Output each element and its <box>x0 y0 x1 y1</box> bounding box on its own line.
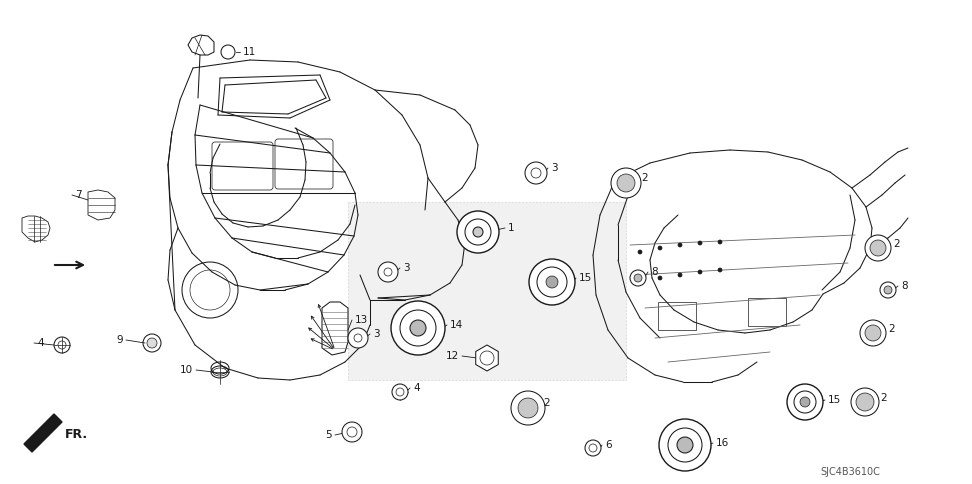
Circle shape <box>851 388 879 416</box>
Text: 12: 12 <box>446 351 459 361</box>
Circle shape <box>860 320 886 346</box>
FancyBboxPatch shape <box>212 142 273 190</box>
Circle shape <box>400 310 436 346</box>
Circle shape <box>457 211 499 253</box>
Text: 13: 13 <box>355 315 368 325</box>
Circle shape <box>525 162 547 184</box>
Circle shape <box>391 301 445 355</box>
Circle shape <box>537 267 567 297</box>
Text: 5: 5 <box>326 430 332 440</box>
Circle shape <box>529 259 575 305</box>
Text: 4: 4 <box>413 383 420 393</box>
Text: 2: 2 <box>880 393 886 403</box>
Circle shape <box>348 328 368 348</box>
Circle shape <box>465 219 491 245</box>
Circle shape <box>698 270 702 274</box>
Circle shape <box>378 262 398 282</box>
Circle shape <box>787 384 823 420</box>
Circle shape <box>884 286 892 294</box>
Circle shape <box>546 276 558 288</box>
Circle shape <box>718 240 722 244</box>
Text: 10: 10 <box>180 365 193 375</box>
Text: 16: 16 <box>716 438 729 448</box>
Text: 1: 1 <box>508 223 514 233</box>
Circle shape <box>718 268 722 272</box>
Text: 8: 8 <box>901 281 908 291</box>
Text: 2: 2 <box>641 173 647 183</box>
Circle shape <box>410 320 426 336</box>
Text: 3: 3 <box>373 329 380 339</box>
Circle shape <box>638 280 642 284</box>
Circle shape <box>531 168 541 178</box>
Text: 6: 6 <box>605 440 611 450</box>
Circle shape <box>611 168 641 198</box>
Polygon shape <box>322 302 348 355</box>
Bar <box>748 298 786 326</box>
FancyBboxPatch shape <box>275 139 333 189</box>
Circle shape <box>658 276 662 280</box>
Circle shape <box>880 282 896 298</box>
Circle shape <box>480 351 494 365</box>
Text: SJC4B3610C: SJC4B3610C <box>820 467 880 477</box>
Circle shape <box>473 227 483 237</box>
Bar <box>348 202 626 380</box>
Circle shape <box>518 398 538 418</box>
Circle shape <box>147 338 157 348</box>
Text: 15: 15 <box>579 273 592 283</box>
Text: 3: 3 <box>403 263 409 273</box>
Circle shape <box>856 393 874 411</box>
Polygon shape <box>475 345 499 371</box>
Circle shape <box>800 397 810 407</box>
Text: 3: 3 <box>551 163 558 173</box>
Circle shape <box>630 270 646 286</box>
Text: FR.: FR. <box>65 428 88 441</box>
Circle shape <box>870 240 886 256</box>
Circle shape <box>342 422 362 442</box>
Circle shape <box>392 384 408 400</box>
Text: 8: 8 <box>651 267 658 277</box>
Circle shape <box>585 440 601 456</box>
Circle shape <box>668 428 702 462</box>
Circle shape <box>698 241 702 245</box>
Text: 11: 11 <box>243 47 257 57</box>
Circle shape <box>182 262 238 318</box>
Text: 7: 7 <box>75 190 82 200</box>
Text: 2: 2 <box>543 398 549 408</box>
Circle shape <box>677 437 693 453</box>
Circle shape <box>634 274 642 282</box>
Circle shape <box>659 419 711 471</box>
Circle shape <box>794 391 816 413</box>
Text: 2: 2 <box>893 239 900 249</box>
Circle shape <box>638 250 642 254</box>
Circle shape <box>658 246 662 250</box>
Circle shape <box>511 391 545 425</box>
Text: 14: 14 <box>450 320 464 330</box>
Circle shape <box>190 270 230 310</box>
Circle shape <box>678 243 682 247</box>
Bar <box>658 302 696 330</box>
Circle shape <box>865 325 881 341</box>
Text: 4: 4 <box>37 338 44 348</box>
Text: 2: 2 <box>888 324 894 334</box>
Polygon shape <box>24 414 62 452</box>
Text: 15: 15 <box>828 395 841 405</box>
Circle shape <box>678 273 682 277</box>
Text: 9: 9 <box>117 335 123 345</box>
Circle shape <box>865 235 891 261</box>
Circle shape <box>617 174 635 192</box>
